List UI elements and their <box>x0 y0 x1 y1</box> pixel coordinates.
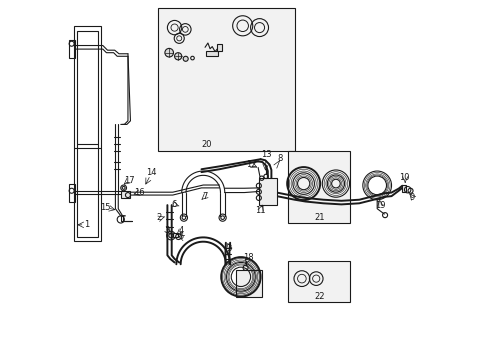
Bar <box>69 184 74 202</box>
Text: 2: 2 <box>156 213 162 222</box>
Text: 19: 19 <box>374 201 385 210</box>
Bar <box>401 185 405 192</box>
Text: 20: 20 <box>201 140 212 149</box>
Text: 6: 6 <box>171 200 176 209</box>
Text: 8: 8 <box>276 154 282 163</box>
Bar <box>173 233 178 237</box>
Bar <box>216 44 222 51</box>
Bar <box>287 261 349 302</box>
Bar <box>235 270 262 297</box>
Bar <box>121 192 129 198</box>
Circle shape <box>164 48 173 57</box>
Bar <box>287 151 349 223</box>
Bar <box>77 31 98 237</box>
Text: 16: 16 <box>134 188 145 197</box>
Text: 15: 15 <box>100 203 110 212</box>
Text: 3: 3 <box>164 226 170 235</box>
Text: 12: 12 <box>246 160 256 169</box>
Text: 11: 11 <box>255 206 265 215</box>
Text: 13: 13 <box>260 150 271 159</box>
Circle shape <box>174 53 182 60</box>
Text: 9: 9 <box>408 193 414 202</box>
Text: 5: 5 <box>179 232 183 241</box>
Text: 4: 4 <box>178 226 183 235</box>
Bar <box>205 51 218 56</box>
Text: 14: 14 <box>146 168 156 177</box>
Text: 21: 21 <box>314 213 325 222</box>
Text: 10: 10 <box>398 173 408 182</box>
Bar <box>74 26 101 241</box>
Text: 3: 3 <box>226 244 231 253</box>
Text: 22: 22 <box>314 292 325 301</box>
Text: 18: 18 <box>242 253 253 262</box>
Bar <box>158 8 294 151</box>
Bar <box>258 178 276 205</box>
Text: 1: 1 <box>84 220 89 229</box>
Text: 7: 7 <box>202 192 207 201</box>
Circle shape <box>183 56 188 61</box>
Bar <box>69 40 74 58</box>
Text: 17: 17 <box>123 176 134 185</box>
